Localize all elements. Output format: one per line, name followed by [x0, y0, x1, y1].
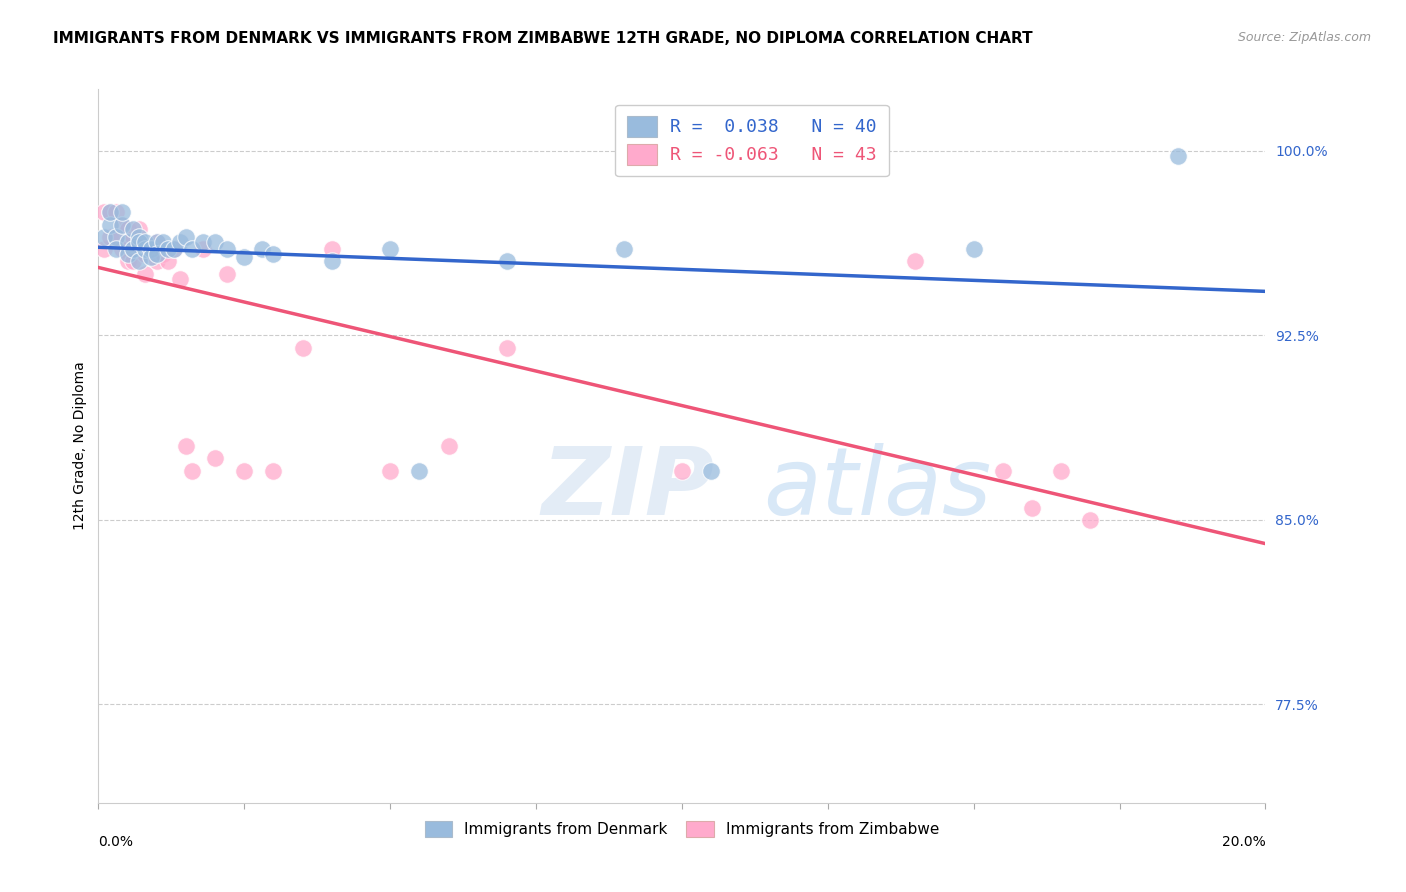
Point: [146, 235, 169, 249]
Point: [408, 464, 430, 478]
Point: [98, 230, 121, 244]
Point: [152, 247, 174, 261]
Point: [104, 230, 127, 244]
Point: [157, 254, 180, 268]
Point: [128, 235, 150, 249]
Point: [1021, 500, 1043, 515]
Point: [128, 235, 150, 249]
Point: [193, 235, 215, 249]
Point: [193, 242, 215, 256]
Point: [139, 242, 162, 256]
Point: [98, 218, 121, 232]
Point: [146, 235, 169, 249]
Point: [122, 222, 145, 236]
Point: [262, 464, 284, 478]
Point: [612, 242, 634, 256]
Point: [104, 230, 127, 244]
Point: [380, 464, 402, 478]
Point: [233, 464, 256, 478]
Point: [671, 464, 693, 478]
Point: [122, 254, 145, 268]
Legend: Immigrants from Denmark, Immigrants from Zimbabwe: Immigrants from Denmark, Immigrants from…: [418, 814, 946, 845]
Point: [134, 242, 156, 256]
Point: [93, 205, 115, 219]
Text: 20.0%: 20.0%: [1222, 835, 1265, 849]
Point: [163, 242, 186, 256]
Point: [117, 222, 139, 236]
Point: [139, 242, 162, 256]
Point: [1080, 513, 1102, 527]
Point: [134, 267, 156, 281]
Point: [204, 451, 226, 466]
Point: [104, 242, 127, 256]
Point: [111, 242, 134, 256]
Point: [146, 247, 169, 261]
Point: [204, 235, 226, 249]
Point: [233, 250, 256, 264]
Point: [98, 205, 121, 219]
Point: [496, 341, 519, 355]
Y-axis label: 12th Grade, No Diploma: 12th Grade, No Diploma: [73, 361, 87, 531]
Point: [291, 341, 314, 355]
Point: [169, 271, 191, 285]
Point: [128, 254, 150, 268]
Point: [139, 250, 162, 264]
Point: [152, 235, 174, 249]
Point: [174, 230, 197, 244]
Point: [496, 254, 519, 268]
Point: [128, 230, 150, 244]
Point: [111, 218, 134, 232]
Point: [174, 439, 197, 453]
Point: [321, 254, 343, 268]
Point: [117, 254, 139, 268]
Point: [134, 235, 156, 249]
Point: [262, 247, 284, 261]
Point: [98, 205, 121, 219]
Point: [111, 205, 134, 219]
Point: [93, 242, 115, 256]
Point: [991, 464, 1014, 478]
Point: [904, 254, 927, 268]
Point: [1050, 464, 1073, 478]
Point: [122, 242, 145, 256]
Point: [157, 242, 180, 256]
Point: [117, 235, 139, 249]
Text: ZIP: ZIP: [541, 442, 714, 535]
Point: [180, 464, 202, 478]
Point: [700, 464, 723, 478]
Point: [250, 242, 273, 256]
Point: [111, 218, 134, 232]
Point: [163, 242, 186, 256]
Point: [117, 247, 139, 261]
Point: [215, 267, 238, 281]
Point: [169, 235, 191, 249]
Point: [1167, 148, 1189, 162]
Point: [962, 242, 984, 256]
Text: 0.0%: 0.0%: [98, 835, 134, 849]
Point: [93, 230, 115, 244]
Text: IMMIGRANTS FROM DENMARK VS IMMIGRANTS FROM ZIMBABWE 12TH GRADE, NO DIPLOMA CORRE: IMMIGRANTS FROM DENMARK VS IMMIGRANTS FR…: [53, 31, 1033, 46]
Point: [134, 247, 156, 261]
Point: [215, 242, 238, 256]
Point: [380, 242, 402, 256]
Point: [437, 439, 460, 453]
Point: [128, 222, 150, 236]
Point: [180, 242, 202, 256]
Point: [117, 235, 139, 249]
Point: [146, 254, 169, 268]
Point: [104, 205, 127, 219]
Text: atlas: atlas: [763, 443, 991, 534]
Text: Source: ZipAtlas.com: Source: ZipAtlas.com: [1237, 31, 1371, 45]
Point: [122, 230, 145, 244]
Point: [321, 242, 343, 256]
Point: [122, 242, 145, 256]
